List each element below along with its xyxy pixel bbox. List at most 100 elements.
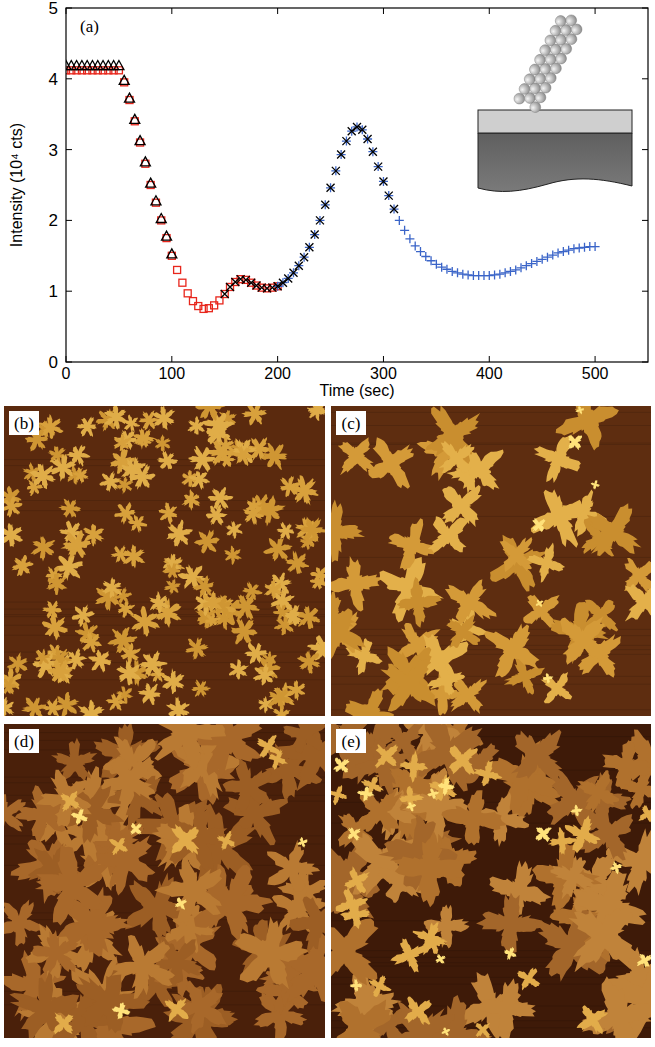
marker	[332, 167, 340, 175]
marker	[575, 244, 584, 253]
label-patch	[9, 729, 39, 753]
island	[154, 724, 226, 769]
afm-image	[331, 724, 651, 1038]
x-tick-top	[277, 8, 278, 14]
island	[536, 827, 552, 842]
marker	[517, 263, 526, 272]
x-tick	[489, 356, 490, 362]
island	[132, 430, 151, 450]
scan-line	[4, 714, 325, 715]
island	[332, 1000, 391, 1039]
marker	[442, 265, 451, 274]
island	[47, 659, 73, 683]
marker	[78, 67, 85, 74]
island	[565, 815, 601, 853]
island	[369, 975, 392, 997]
island	[253, 663, 275, 685]
island	[224, 545, 241, 565]
marker	[119, 75, 129, 84]
scan-line	[331, 629, 651, 630]
island	[152, 406, 176, 430]
island	[9, 972, 79, 1038]
marker	[421, 252, 430, 261]
island	[542, 673, 553, 684]
marker	[316, 216, 324, 224]
marker	[368, 147, 377, 156]
island	[159, 503, 178, 525]
island	[399, 786, 424, 812]
panel-label: (c)	[342, 414, 361, 433]
x-tick	[595, 356, 596, 362]
marker	[501, 268, 510, 277]
island	[188, 416, 207, 435]
marker	[490, 270, 499, 279]
island	[517, 968, 540, 991]
marker	[278, 278, 287, 287]
scan-line	[4, 732, 325, 733]
series-square	[66, 67, 281, 313]
marker	[390, 205, 399, 214]
marker	[342, 137, 351, 146]
island	[378, 816, 457, 891]
marker	[105, 67, 112, 74]
island	[29, 464, 56, 490]
marker	[416, 247, 425, 256]
marker	[315, 216, 324, 225]
marker	[311, 231, 319, 239]
x-tick-label: 200	[264, 365, 291, 382]
marker	[279, 279, 287, 287]
marker	[305, 243, 314, 252]
island	[257, 735, 281, 758]
island	[109, 935, 175, 999]
island	[546, 602, 610, 664]
image-background	[4, 406, 325, 716]
island	[380, 659, 435, 712]
island	[4, 697, 15, 716]
island	[476, 893, 547, 958]
island	[120, 459, 142, 483]
panel-label: (a)	[80, 17, 99, 36]
marker	[580, 243, 589, 252]
island	[388, 518, 438, 570]
island	[582, 976, 652, 1038]
island	[97, 756, 155, 813]
island	[218, 436, 235, 454]
island	[610, 861, 622, 874]
y-tick	[66, 78, 72, 79]
y-tick-right	[642, 291, 648, 292]
x-tick	[171, 356, 172, 362]
island	[157, 450, 179, 469]
island	[58, 499, 81, 518]
plot-area	[66, 8, 648, 362]
island	[427, 788, 439, 799]
island	[171, 824, 199, 855]
x-tick-label: 300	[370, 365, 397, 382]
marker	[437, 263, 446, 272]
island	[333, 758, 349, 773]
island	[300, 516, 325, 542]
island	[428, 516, 468, 553]
label-patch	[9, 411, 39, 435]
marker	[73, 67, 80, 74]
island	[30, 536, 55, 562]
island	[550, 856, 595, 900]
marker	[89, 67, 96, 74]
x-tick-label: 0	[62, 365, 71, 382]
marker	[511, 265, 520, 274]
marker	[400, 226, 409, 235]
island	[450, 677, 486, 714]
island	[283, 724, 325, 754]
island	[556, 406, 619, 451]
marker	[114, 61, 124, 70]
island	[637, 954, 651, 967]
island	[175, 897, 187, 910]
island	[109, 838, 128, 855]
island	[441, 790, 507, 845]
island	[446, 614, 480, 648]
island	[347, 827, 360, 840]
marker	[269, 284, 276, 291]
island	[130, 606, 160, 637]
island	[164, 578, 181, 595]
marker	[358, 126, 366, 134]
island	[185, 637, 209, 660]
